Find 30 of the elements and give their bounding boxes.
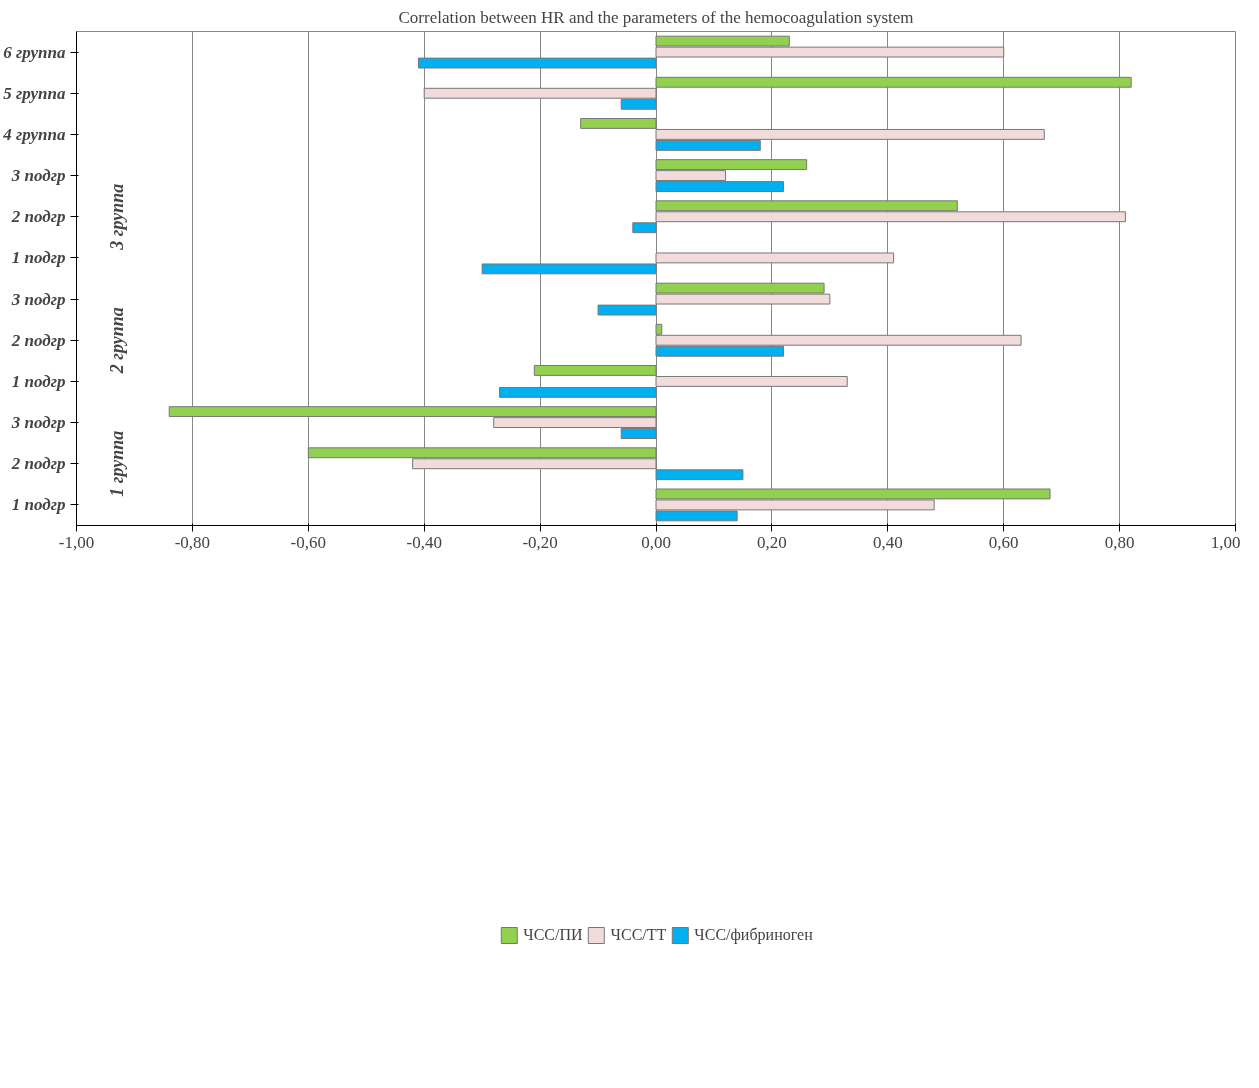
- y-tick-label: 5 группа: [3, 83, 66, 103]
- x-tick-label: 0,20: [757, 532, 787, 552]
- annotation: 3 группа: [107, 183, 128, 251]
- y-tick-label: 3 подгр: [10, 289, 66, 309]
- y-tick-label: 2 подгр: [10, 207, 66, 227]
- x-tick-label: 0,60: [988, 532, 1019, 552]
- y-tick-label: 3 подгр: [10, 413, 66, 433]
- x-tick-label: 1,00: [1210, 532, 1241, 552]
- x-tick-label: -0,20: [522, 532, 558, 552]
- legend-label: ЧСС/ПИ: [523, 926, 583, 944]
- y-tick-label: 1 подгр: [11, 248, 66, 268]
- y-tick-label: 1 подгр: [11, 371, 66, 391]
- y-tick-label: 1 подгр: [11, 495, 66, 515]
- chart-title: Correlation between HR and the parameters of the hemocoagulation system: [398, 7, 914, 27]
- y-tick-label: 2 подгр: [10, 330, 66, 350]
- annotation: 1 группа: [107, 430, 128, 497]
- y-tick-label: 3 подгр: [10, 166, 66, 186]
- y-tick-label: 4 группа: [2, 124, 66, 144]
- x-tick-label: -0,40: [406, 532, 442, 552]
- x-tick-label: 0,00: [641, 532, 671, 552]
- legend-label: ЧСС/ТТ: [610, 926, 667, 944]
- x-tick-label: 0,40: [872, 532, 903, 552]
- x-tick-label: -0,60: [290, 532, 327, 552]
- annotation: 2 группа: [107, 307, 128, 375]
- x-tick-label: 0,80: [1104, 532, 1135, 552]
- y-tick-label: 2 подгр: [10, 454, 66, 474]
- y-tick-label: 6 группа: [3, 42, 66, 62]
- x-tick-label: -0,80: [174, 532, 211, 552]
- legend-label: ЧСС/фибриноген: [694, 926, 813, 944]
- x-tick-label: -1,00: [58, 532, 95, 552]
